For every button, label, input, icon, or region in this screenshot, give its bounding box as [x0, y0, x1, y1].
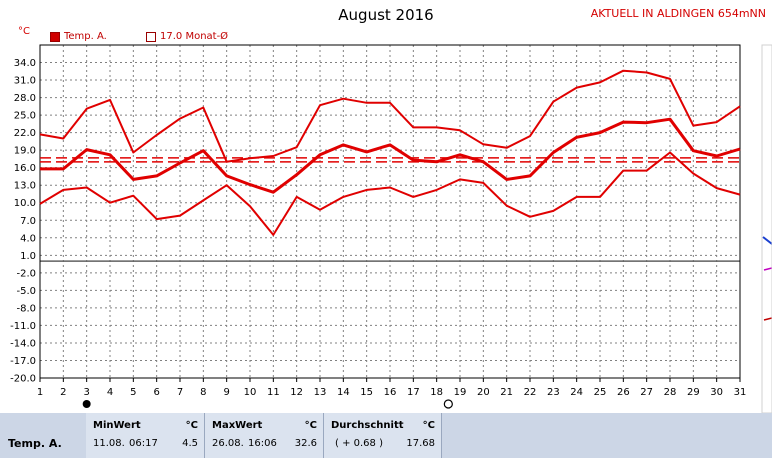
- legend-label-temp: Temp. A.: [64, 31, 107, 42]
- x-tick-label: 29: [687, 387, 700, 398]
- min-unit: °C: [185, 420, 198, 431]
- series-line-min: [39, 151, 741, 236]
- x-tick-label: 18: [430, 387, 443, 398]
- x-tick-label: 13: [314, 387, 327, 398]
- x-tick-label: 19: [454, 387, 467, 398]
- min-header: MinWert: [93, 420, 141, 431]
- temperature-chart: 34.031.028.025.022.019.016.013.010.07.04…: [10, 44, 772, 413]
- x-tick-label: 20: [477, 387, 490, 398]
- y-tick-label: 1.0: [20, 251, 36, 262]
- min-time: 06:17: [129, 438, 158, 449]
- x-tick-label: 17: [407, 387, 420, 398]
- side-indicator-magenta: [763, 267, 772, 271]
- x-tick-label: 15: [360, 387, 373, 398]
- side-panel: [761, 44, 772, 413]
- max-time: 16:06: [248, 438, 277, 449]
- side-indicator-blue: [762, 236, 772, 245]
- avg-header: Durchschnitt: [331, 420, 404, 431]
- avg-value: 17.68: [406, 438, 435, 449]
- min-value: 4.5: [182, 438, 198, 449]
- y-tick-label: 4.0: [20, 233, 36, 244]
- x-tick-label: 24: [570, 387, 583, 398]
- max-value: 32.6: [294, 438, 317, 449]
- max-header: MaxWert: [212, 420, 263, 431]
- x-tick-label: 14: [337, 387, 350, 398]
- x-tick-label: 22: [524, 387, 537, 398]
- legend-item-monthly-avg: 17.0 Monat-Ø: [146, 31, 228, 42]
- legend-swatch-filled: [50, 31, 60, 42]
- x-tick-label: 30: [710, 387, 723, 398]
- average-cell: Durchschnitt °C ( + 0.68 ) 17.68: [324, 413, 442, 458]
- y-tick-label: -14.0: [10, 338, 36, 349]
- y-tick-label: 34.0: [14, 58, 36, 69]
- x-tick-label: 6: [153, 387, 159, 398]
- plot-frame: [39, 44, 741, 379]
- y-unit-label: °C: [18, 26, 30, 37]
- full-moon-icon: [443, 399, 453, 409]
- chart-title: August 2016: [338, 6, 434, 24]
- max-unit: °C: [304, 420, 317, 431]
- x-tick-label: 28: [664, 387, 677, 398]
- x-tick-label: 26: [617, 387, 630, 398]
- min-value-cell: MinWert °C 11.08. 06:17 4.5: [86, 413, 205, 458]
- stats-row-label: Temp. A.: [8, 437, 62, 450]
- x-tick-label: 4: [107, 387, 113, 398]
- x-tick-label: 16: [384, 387, 397, 398]
- x-tick-label: 5: [130, 387, 136, 398]
- x-tick-label: 31: [734, 387, 747, 398]
- x-tick-label: 1: [37, 387, 43, 398]
- x-tick-label: 23: [547, 387, 560, 398]
- side-indicator-red: [763, 317, 772, 321]
- x-tick-label: 25: [594, 387, 607, 398]
- location-label: AKTUELL IN ALDINGEN 654mNN: [590, 7, 766, 20]
- legend-item-temp: Temp. A.: [50, 31, 107, 42]
- max-value-cell: MaxWert °C 26.08. 16:06 32.6: [205, 413, 324, 458]
- y-tick-label: -8.0: [16, 303, 36, 314]
- x-tick-label: 3: [83, 387, 89, 398]
- x-tick-label: 12: [290, 387, 303, 398]
- x-tick-label: 21: [500, 387, 513, 398]
- y-tick-label: 19.0: [14, 146, 36, 157]
- y-tick-label: -2.0: [16, 268, 36, 279]
- legend-label-monthly-avg: 17.0 Monat-Ø: [160, 31, 229, 42]
- y-tick-label: 31.0: [14, 76, 36, 87]
- new-moon-icon: [82, 400, 91, 408]
- avg-delta: ( + 0.68 ): [335, 438, 383, 449]
- legend-swatch-open: [146, 31, 156, 42]
- series-line-max: [39, 69, 741, 163]
- x-tick-label: 8: [200, 387, 206, 398]
- x-tick-label: 11: [267, 387, 280, 398]
- y-tick-label: 28.0: [14, 93, 36, 104]
- max-date: 26.08.: [212, 438, 244, 449]
- x-tick-label: 27: [640, 387, 653, 398]
- x-tick-label: 7: [177, 387, 183, 398]
- min-date: 11.08.: [93, 438, 125, 449]
- y-tick-label: 7.0: [20, 216, 36, 227]
- x-tick-label: 2: [60, 387, 66, 398]
- y-tick-label: -11.0: [10, 321, 36, 332]
- y-tick-label: -17.0: [10, 356, 36, 367]
- x-tick-label: 9: [223, 387, 229, 398]
- avg-unit: °C: [422, 420, 435, 431]
- y-tick-label: 25.0: [14, 111, 36, 122]
- y-tick-label: -20.0: [10, 374, 36, 385]
- x-tick-label: 10: [244, 387, 257, 398]
- y-tick-label: 13.0: [14, 181, 36, 192]
- y-tick-label: 10.0: [14, 198, 36, 209]
- y-tick-label: -5.0: [16, 286, 36, 297]
- y-tick-label: 22.0: [14, 128, 36, 139]
- y-tick-label: 16.0: [14, 163, 36, 174]
- series-line-temp-a-: [40, 117, 741, 194]
